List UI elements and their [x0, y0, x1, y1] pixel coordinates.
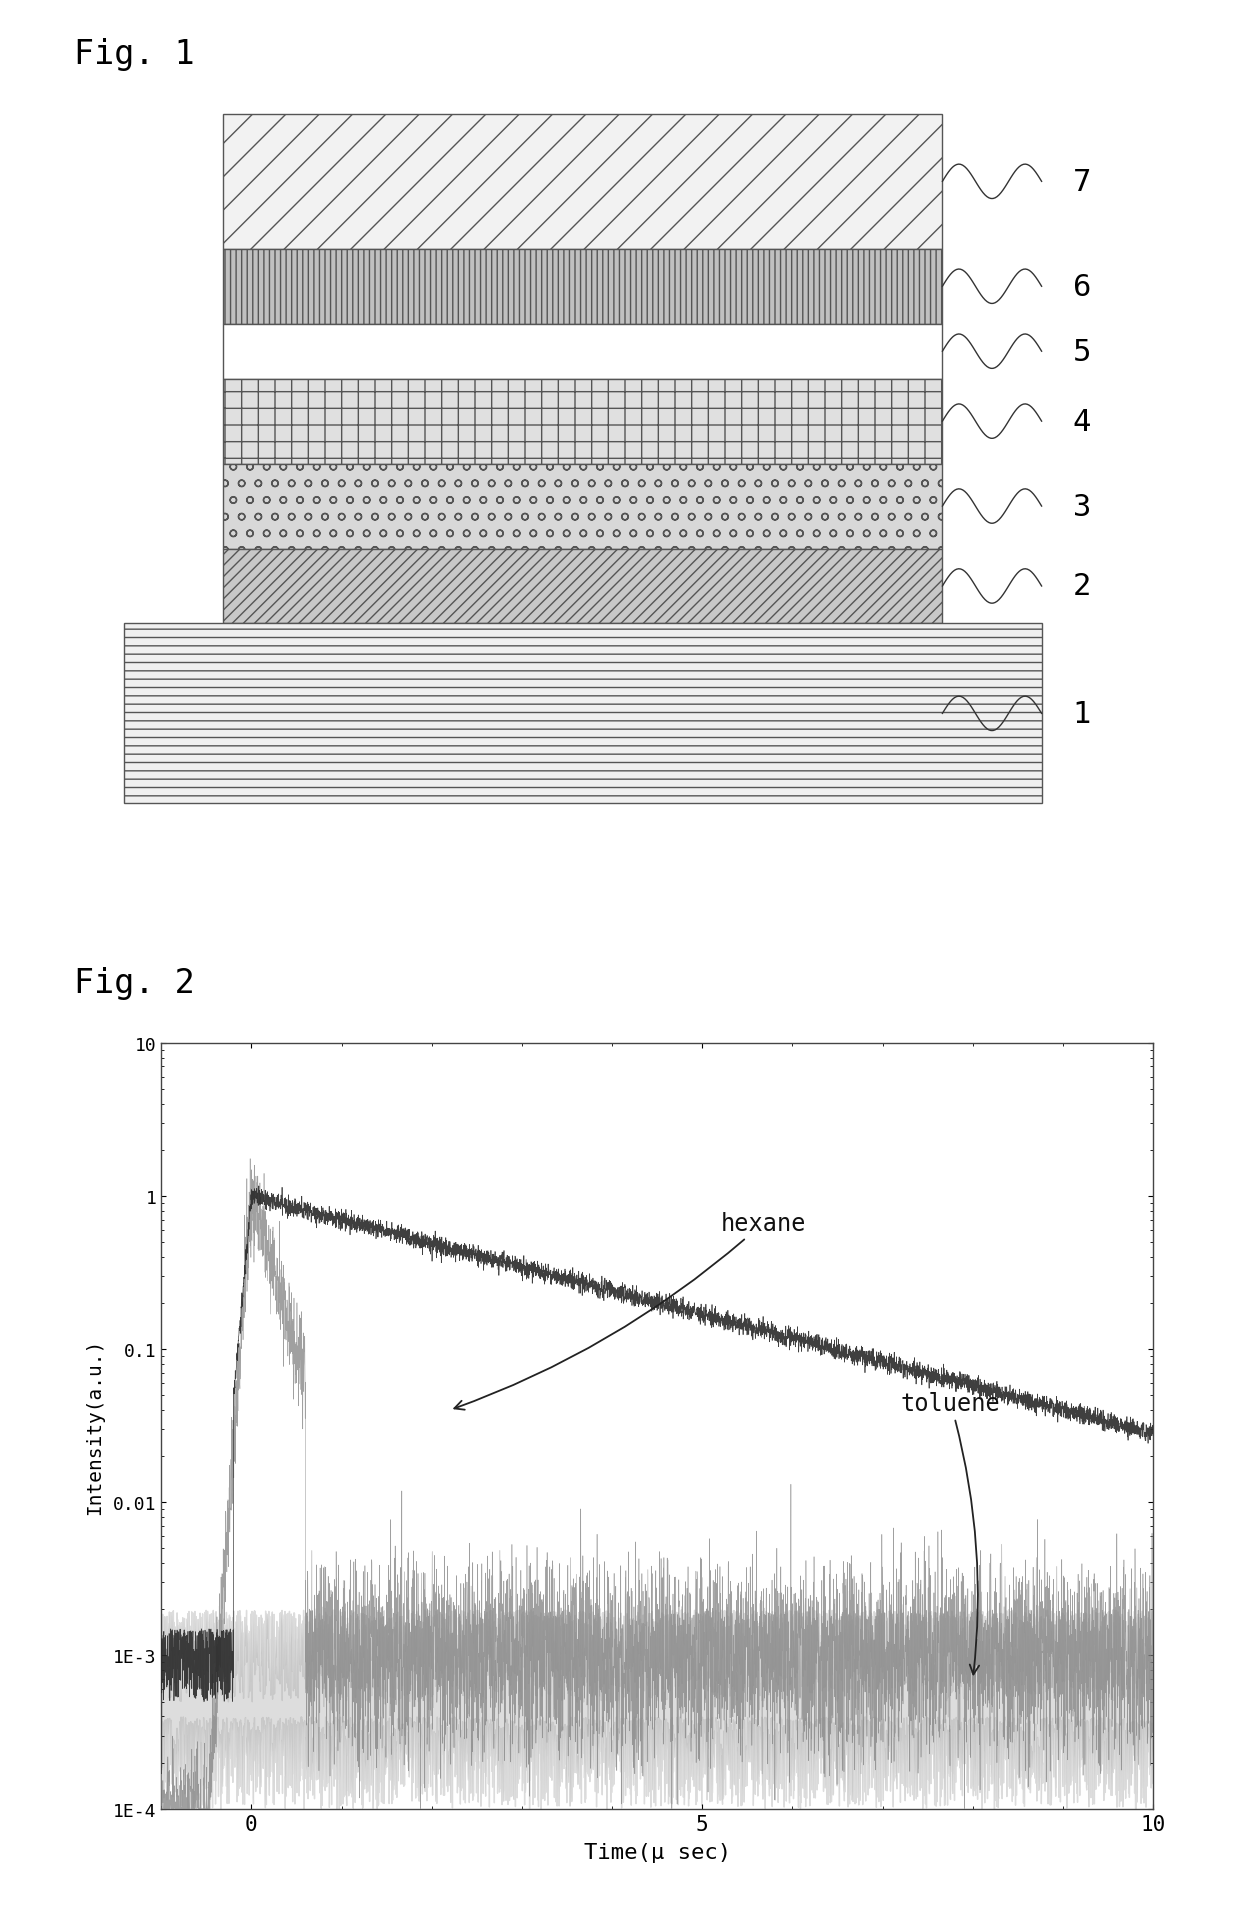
Bar [124, 624, 1042, 804]
Text: 6: 6 [1073, 272, 1091, 302]
Text: Fig. 1: Fig. 1 [74, 38, 195, 71]
Text: Fig. 2: Fig. 2 [74, 967, 195, 999]
Bar [223, 249, 942, 325]
Bar [223, 379, 942, 465]
Bar [223, 325, 942, 379]
Text: toluene: toluene [900, 1391, 1001, 1675]
Text: 1: 1 [1073, 699, 1091, 729]
Y-axis label: Intensity(a.u.): Intensity(a.u.) [86, 1338, 104, 1514]
Text: 5: 5 [1073, 337, 1091, 366]
X-axis label: Time(μ sec): Time(μ sec) [584, 1841, 730, 1862]
Text: hexane: hexane [454, 1212, 806, 1411]
Text: 3: 3 [1073, 492, 1091, 521]
Text: 2: 2 [1073, 572, 1091, 601]
Bar [223, 115, 942, 249]
Text: 4: 4 [1073, 408, 1091, 436]
Text: 7: 7 [1073, 168, 1091, 197]
Bar [223, 465, 942, 549]
Bar [223, 549, 942, 624]
